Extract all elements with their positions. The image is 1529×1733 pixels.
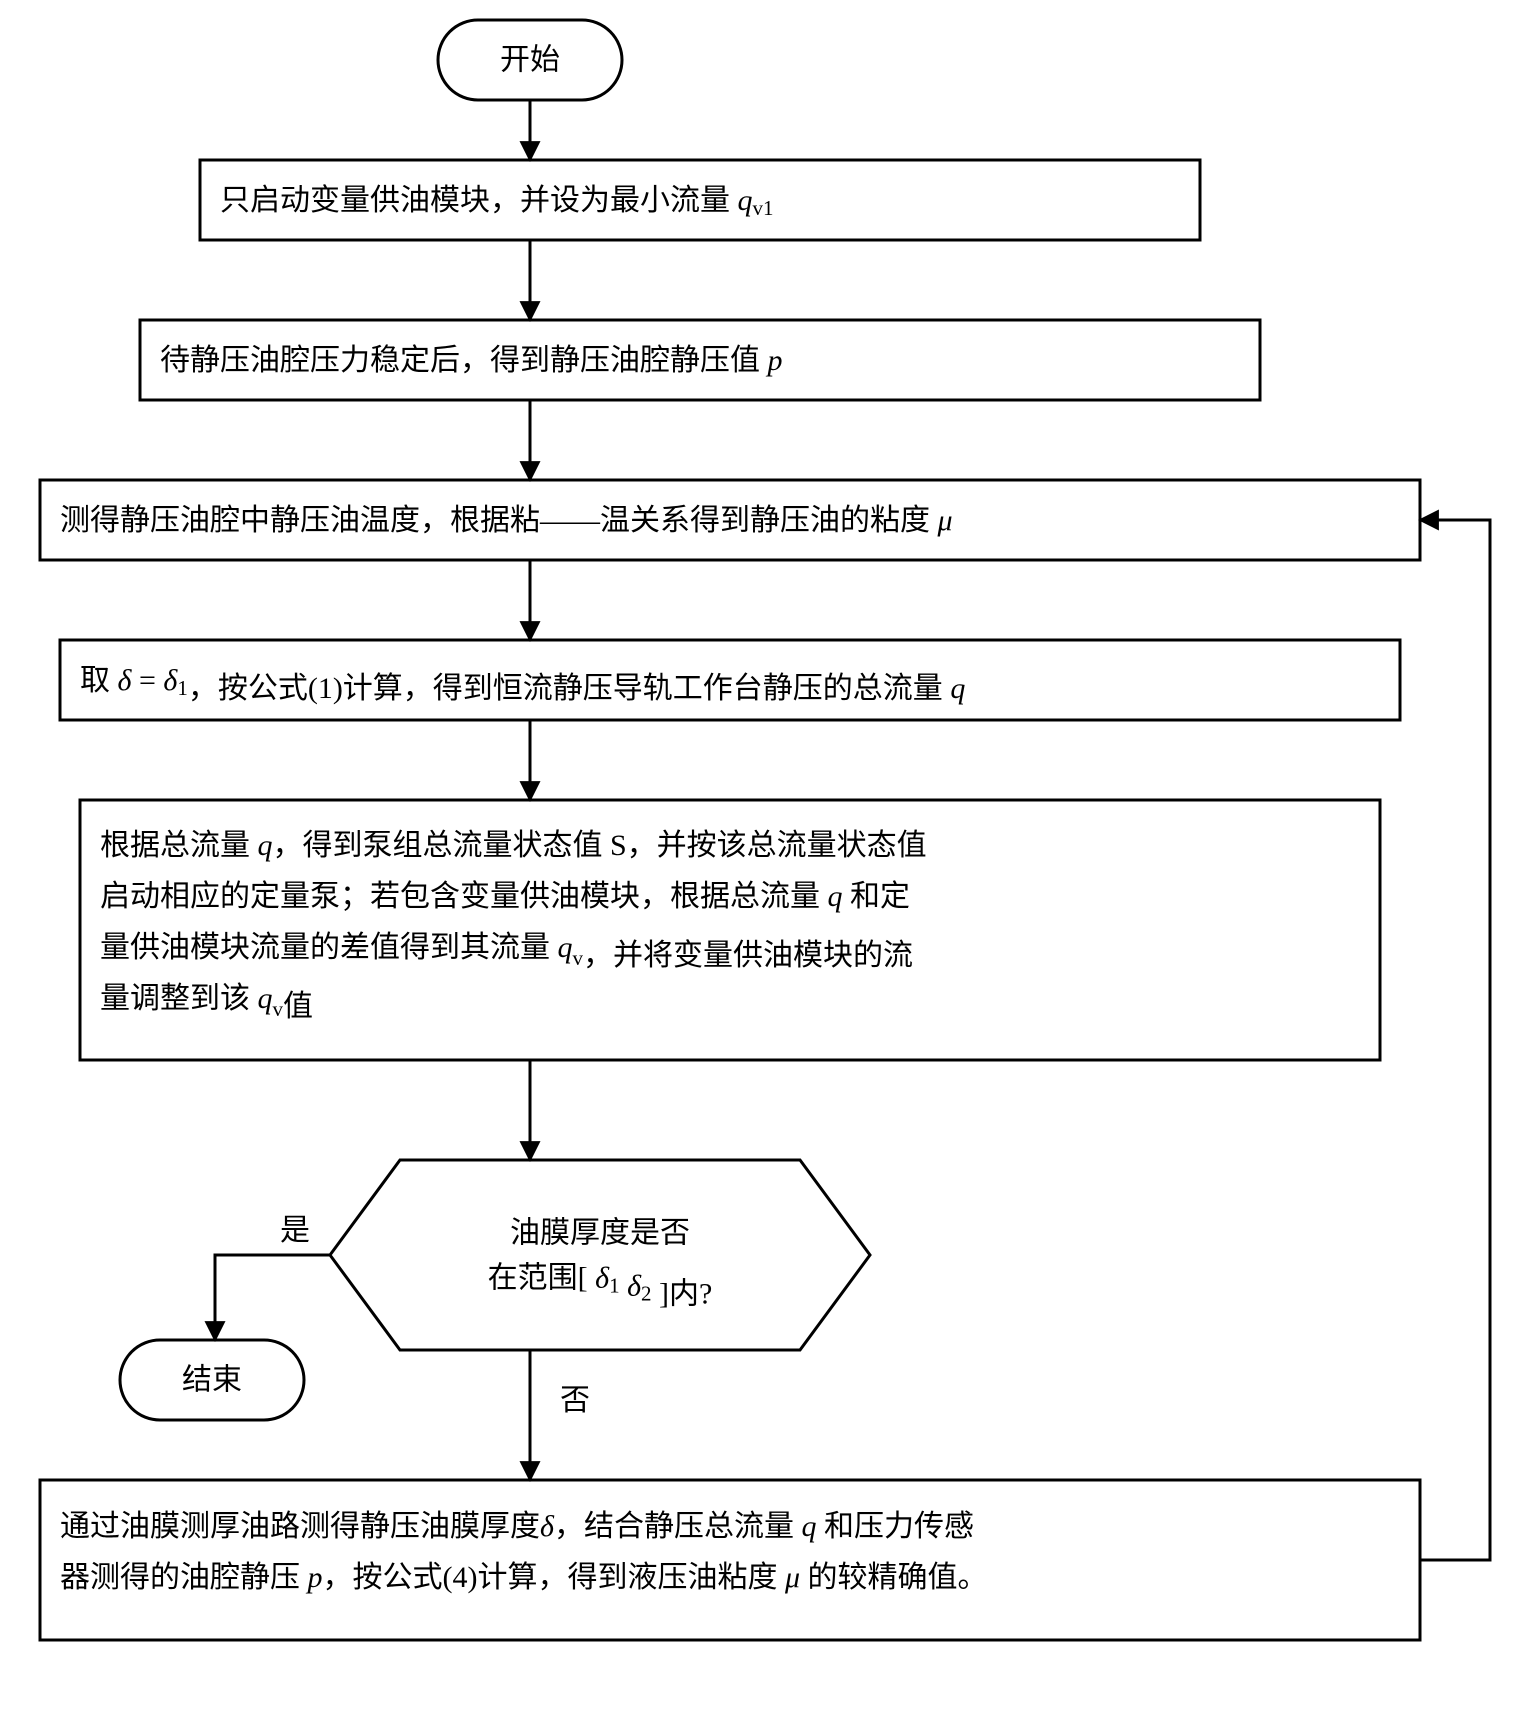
step5-line-0: 根据总流量 q，得到泵组总流量状态值 S，并按该总流量状态值 bbox=[100, 829, 927, 862]
step6-line-1: 器测得的油腔静压 p，按公式(4)计算，得到液压油粘度 μ 的较精确值。 bbox=[60, 1561, 988, 1594]
start-label: 开始 bbox=[500, 44, 560, 77]
step6: 通过油膜测厚油路测得静压油膜厚度δ，结合静压总流量 q 和压力传感器测得的油腔静… bbox=[40, 1480, 1420, 1640]
step5-line-1: 启动相应的定量泵；若包含变量供油模块，根据总流量 q 和定 bbox=[100, 880, 910, 913]
decision-line-1: 在范围[ δ1 δ2 ]内? bbox=[488, 1261, 713, 1310]
step5-line-3: 量调整到该 qv值 bbox=[100, 982, 313, 1023]
edge-label-7: 否 bbox=[560, 1384, 590, 1417]
start: 开始 bbox=[438, 20, 622, 100]
step4-text: 取 δ = δ1，按公式(1)计算，得到恒流静压导轨工作台静压的总流量 q bbox=[80, 664, 965, 705]
edge-decision-end bbox=[215, 1255, 330, 1340]
decision-line-0: 油膜厚度是否 bbox=[510, 1216, 690, 1249]
step2: 待静压油腔压力稳定后，得到静压油腔静压值 p bbox=[140, 320, 1260, 400]
step3-text: 测得静压油腔中静压油温度，根据粘——温关系得到静压油的粘度 μ bbox=[60, 504, 953, 537]
step1-text: 只启动变量供油模块，并设为最小流量 qv1 bbox=[220, 184, 774, 221]
end-label: 结束 bbox=[182, 1364, 242, 1397]
step2-text: 待静压油腔压力稳定后，得到静压油腔静压值 p bbox=[160, 344, 783, 377]
step6-line-0: 通过油膜测厚油路测得静压油膜厚度δ，结合静压总流量 q 和压力传感 bbox=[60, 1510, 974, 1543]
flowchart-diagram: 开始结束 只启动变量供油模块，并设为最小流量 qv1 待静压油腔压力稳定后，得到静压… bbox=[0, 0, 1529, 1733]
step5: 根据总流量 q，得到泵组总流量状态值 S，并按该总流量状态值启动相应的定量泵；若… bbox=[80, 800, 1380, 1060]
step5-line-2: 量供油模块流量的差值得到其流量 qv，并将变量供油模块的流 bbox=[100, 931, 913, 972]
step4: 取 δ = δ1，按公式(1)计算，得到恒流静压导轨工作台静压的总流量 q bbox=[60, 640, 1400, 720]
end: 结束 bbox=[120, 1340, 304, 1420]
decision: 油膜厚度是否在范围[ δ1 δ2 ]内? bbox=[330, 1160, 870, 1350]
step3: 测得静压油腔中静压油温度，根据粘——温关系得到静压油的粘度 μ bbox=[40, 480, 1420, 560]
step1: 只启动变量供油模块，并设为最小流量 qv1 bbox=[200, 160, 1200, 240]
edge-label-6: 是 bbox=[280, 1214, 310, 1247]
edge-step6-step3 bbox=[1420, 520, 1490, 1560]
